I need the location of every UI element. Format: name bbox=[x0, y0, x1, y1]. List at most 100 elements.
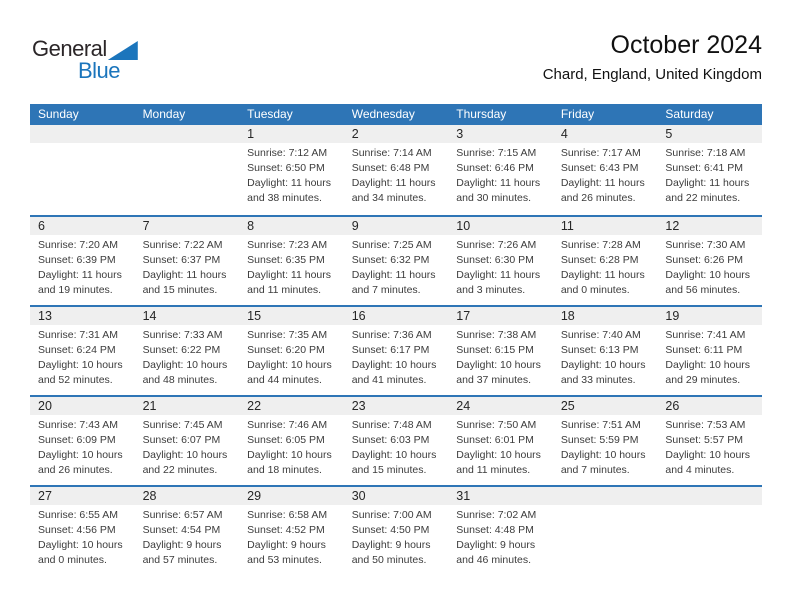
date-strip: 25 bbox=[552, 397, 658, 415]
day-details: Sunrise: 7:14 AM Sunset: 6:48 PM Daylight:… bbox=[344, 143, 449, 206]
sunrise-text: Sunrise: 7:26 AM bbox=[456, 239, 537, 251]
sunrise-text: Sunrise: 7:18 AM bbox=[665, 147, 746, 159]
sunset-text: Sunset: 6:09 PM bbox=[38, 434, 116, 446]
sunset-text: Sunset: 6:30 PM bbox=[456, 254, 534, 266]
weeks-container: 1 Sunrise: 7:12 AM Sunset: 6:50 PM Daylight… bbox=[30, 125, 762, 575]
day-number: 8 bbox=[247, 219, 255, 233]
day-cell: 12 Sunrise: 7:30 AM Sunset: 6:26 PM Dayligh… bbox=[657, 217, 762, 305]
day-cell: 11 Sunrise: 7:28 AM Sunset: 6:28 PM Dayligh… bbox=[552, 217, 658, 305]
day-cell: 8 Sunrise: 7:23 AM Sunset: 6:35 PM Daylight… bbox=[239, 217, 344, 305]
date-strip: 27 bbox=[30, 487, 135, 505]
daylight-text: Daylight: 10 hours and 52 minutes. bbox=[38, 359, 123, 386]
day-cell: 17 Sunrise: 7:38 AM Sunset: 6:15 PM Dayligh… bbox=[448, 307, 553, 395]
day-cell: 30 Sunrise: 7:00 AM Sunset: 4:50 PM Dayligh… bbox=[343, 487, 449, 575]
day-details: Sunrise: 7:25 AM Sunset: 6:32 PM Daylight:… bbox=[344, 235, 449, 298]
day-cell: 13 Sunrise: 7:31 AM Sunset: 6:24 PM Dayligh… bbox=[30, 307, 135, 395]
day-number: 2 bbox=[351, 127, 359, 141]
day-number: 9 bbox=[351, 219, 359, 233]
day-details: Sunrise: 7:02 AM Sunset: 4:48 PM Daylight:… bbox=[448, 505, 553, 568]
day-details: Sunrise: 7:20 AM Sunset: 6:39 PM Daylight:… bbox=[30, 235, 135, 298]
date-strip: 1 bbox=[239, 125, 344, 143]
date-strip: 10 bbox=[448, 217, 553, 235]
daylight-text: Daylight: 10 hours and 7 minutes. bbox=[560, 449, 646, 476]
sunrise-text: Sunrise: 7:14 AM bbox=[351, 147, 432, 159]
day-cell: 10 Sunrise: 7:26 AM Sunset: 6:30 PM Dayligh… bbox=[448, 217, 553, 305]
daylight-text: Daylight: 11 hours and 0 minutes. bbox=[560, 269, 645, 296]
day-details: Sunrise: 7:31 AM Sunset: 6:24 PM Daylight:… bbox=[30, 325, 135, 388]
date-strip: 12 bbox=[657, 217, 762, 235]
date-strip: 9 bbox=[343, 217, 449, 235]
date-strip: 14 bbox=[134, 307, 240, 325]
day-cell: 21 Sunrise: 7:45 AM Sunset: 6:07 PM Dayligh… bbox=[134, 397, 240, 485]
day-cell: 23 Sunrise: 7:48 AM Sunset: 6:03 PM Dayligh… bbox=[343, 397, 449, 485]
day-number: 7 bbox=[142, 219, 150, 233]
daylight-text: Daylight: 11 hours and 22 minutes. bbox=[665, 177, 750, 204]
logo-triangle-icon bbox=[107, 41, 138, 60]
sunrise-text: Sunrise: 7:17 AM bbox=[560, 147, 641, 159]
daylight-text: Daylight: 10 hours and 15 minutes. bbox=[351, 449, 437, 476]
calendar-grid: Sunday Monday Tuesday Wednesday Thursday Frid… bbox=[30, 104, 762, 575]
sunset-text: Sunset: 4:54 PM bbox=[142, 524, 221, 536]
sunset-text: Sunset: 6:48 PM bbox=[351, 162, 430, 174]
sunrise-text: Sunrise: 7:31 AM bbox=[38, 329, 118, 341]
day-cell: 1 Sunrise: 7:12 AM Sunset: 6:50 PM Daylight… bbox=[239, 125, 344, 215]
title-block: October 2024 Chard, England, United King… bbox=[543, 30, 762, 83]
daylight-text: Daylight: 11 hours and 38 minutes. bbox=[247, 177, 331, 204]
day-details: Sunrise: 7:00 AM Sunset: 4:50 PM Daylight:… bbox=[344, 505, 449, 568]
day-number: 19 bbox=[665, 309, 680, 323]
week-row: 1 Sunrise: 7:12 AM Sunset: 6:50 PM Daylight… bbox=[30, 125, 762, 215]
sunset-text: Sunset: 4:48 PM bbox=[456, 524, 534, 536]
sunset-text: Sunset: 6:26 PM bbox=[665, 254, 744, 266]
sunset-text: Sunset: 6:15 PM bbox=[456, 344, 534, 356]
date-strip bbox=[552, 487, 658, 505]
date-strip: 30 bbox=[343, 487, 449, 505]
daylight-text: Daylight: 10 hours and 22 minutes. bbox=[142, 449, 228, 476]
date-strip: 8 bbox=[239, 217, 344, 235]
sunset-text: Sunset: 4:56 PM bbox=[38, 524, 116, 536]
day-number: 15 bbox=[247, 309, 262, 323]
date-strip: 3 bbox=[448, 125, 553, 143]
sunrise-text: Sunrise: 7:30 AM bbox=[665, 239, 746, 251]
day-cell: 20 Sunrise: 7:43 AM Sunset: 6:09 PM Dayligh… bbox=[30, 397, 135, 485]
sunrise-text: Sunrise: 7:28 AM bbox=[560, 239, 641, 251]
sunset-text: Sunset: 6:28 PM bbox=[560, 254, 639, 266]
sunset-text: Sunset: 6:35 PM bbox=[247, 254, 325, 266]
sunrise-text: Sunrise: 7:51 AM bbox=[560, 419, 641, 431]
date-strip: 29 bbox=[239, 487, 344, 505]
sunset-text: Sunset: 5:57 PM bbox=[665, 434, 744, 446]
logo-text-general: General bbox=[32, 36, 107, 61]
sunrise-text: Sunrise: 7:35 AM bbox=[247, 329, 328, 341]
sunrise-text: Sunrise: 6:55 AM bbox=[38, 509, 118, 521]
day-cell: 19 Sunrise: 7:41 AM Sunset: 6:11 PM Dayligh… bbox=[657, 307, 762, 395]
sunrise-text: Sunrise: 7:23 AM bbox=[247, 239, 328, 251]
week-row: 20 Sunrise: 7:43 AM Sunset: 6:09 PM Dayligh… bbox=[30, 395, 762, 485]
logo-top-line: General bbox=[32, 38, 138, 60]
sunrise-text: Sunrise: 7:15 AM bbox=[456, 147, 537, 159]
sunset-text: Sunset: 6:05 PM bbox=[247, 434, 325, 446]
daylight-text: Daylight: 10 hours and 37 minutes. bbox=[456, 359, 541, 386]
day-details: Sunrise: 7:36 AM Sunset: 6:17 PM Daylight:… bbox=[344, 325, 449, 388]
daylight-text: Daylight: 10 hours and 0 minutes. bbox=[38, 539, 123, 566]
day-cell: 5 Sunrise: 7:18 AM Sunset: 6:41 PM Daylight… bbox=[657, 125, 762, 215]
day-number: 27 bbox=[38, 489, 52, 503]
sunrise-text: Sunrise: 7:40 AM bbox=[560, 329, 641, 341]
sunset-text: Sunset: 6:32 PM bbox=[351, 254, 430, 266]
date-strip: 21 bbox=[134, 397, 240, 415]
sunset-text: Sunset: 6:17 PM bbox=[351, 344, 430, 356]
sunrise-text: Sunrise: 7:48 AM bbox=[351, 419, 432, 431]
sunrise-text: Sunrise: 7:50 AM bbox=[456, 419, 537, 431]
date-strip: 13 bbox=[30, 307, 135, 325]
daylight-text: Daylight: 10 hours and 4 minutes. bbox=[665, 449, 751, 476]
date-strip: 16 bbox=[343, 307, 449, 325]
day-details: Sunrise: 7:17 AM Sunset: 6:43 PM Daylight:… bbox=[553, 143, 658, 206]
daylight-text: Daylight: 10 hours and 56 minutes. bbox=[665, 269, 751, 296]
day-details: Sunrise: 7:41 AM Sunset: 6:11 PM Daylight:… bbox=[657, 325, 762, 388]
day-number: 24 bbox=[456, 399, 471, 413]
empty-day-cell bbox=[30, 125, 135, 215]
date-strip: 6 bbox=[30, 217, 135, 235]
daylight-text: Daylight: 9 hours and 50 minutes. bbox=[351, 539, 431, 566]
page-title: October 2024 bbox=[610, 31, 763, 59]
logo-text-blue: Blue bbox=[78, 58, 121, 83]
sunrise-text: Sunrise: 6:57 AM bbox=[142, 509, 223, 521]
daylight-text: Daylight: 10 hours and 18 minutes. bbox=[247, 449, 332, 476]
